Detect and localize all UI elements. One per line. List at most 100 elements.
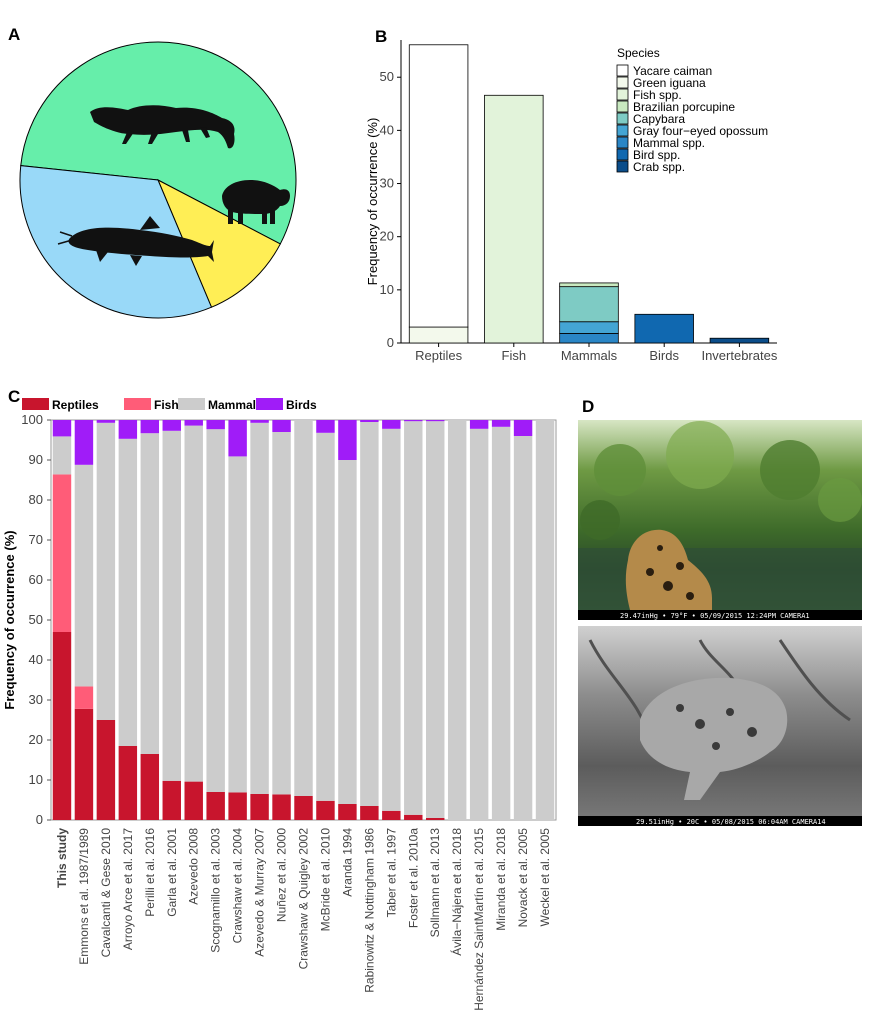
bar-segment-reptiles: [206, 792, 225, 820]
y-tick-label: 40: [29, 652, 43, 667]
x-tick-label: Aranda 1994: [340, 828, 354, 897]
panel-letter-d: D: [582, 397, 594, 416]
bar-segment-reptiles: [228, 792, 247, 820]
bar-segment-reptiles: [382, 810, 401, 820]
y-tick-label: 70: [29, 532, 43, 547]
x-tick-label: This study: [55, 828, 69, 888]
bar-segment-birds: [316, 420, 335, 433]
bar-segment-birds: [513, 420, 533, 436]
legend-label: Fish spp.: [633, 88, 682, 102]
legend-label: Gray four−eyed opossum: [633, 124, 768, 138]
y-tick-label: 40: [380, 122, 394, 137]
bar-segment-mammals: [272, 432, 291, 795]
bar-segment-mammals: [228, 456, 247, 793]
bar-segment-reptiles: [404, 814, 423, 820]
y-tick-label: 0: [36, 812, 43, 827]
bar-segment-mammals: [513, 436, 533, 820]
y-axis-title: Frequency of occurrence (%): [365, 118, 380, 286]
bar-segment-birds: [74, 420, 94, 465]
legend-label: Brazilian porcupine: [633, 100, 735, 114]
bar-mammals-mammal-spp-: [559, 333, 619, 344]
bar-segment-birds: [250, 420, 269, 423]
photo-overlay-day: 29.47inHg • 79°F • 05/09/2015 12:24PM CA…: [620, 612, 810, 620]
legend-swatch-mammals: [178, 398, 205, 410]
bar-segment-reptiles: [250, 794, 269, 820]
bar-segment-mammals: [52, 436, 72, 475]
x-tick-label: Miranda et al. 2018: [494, 828, 508, 931]
legend-label: Crab spp.: [633, 160, 685, 174]
bar-segment-mammals: [316, 432, 335, 801]
bar-segment-mammals: [426, 421, 445, 818]
bar-segment-birds: [96, 420, 116, 423]
bar-segment-birds: [338, 420, 357, 460]
bar-segment-fish: [52, 474, 72, 632]
pie-slice-mammals: [157, 178, 281, 308]
y-tick-label: 50: [29, 612, 43, 627]
bar-segment-birds: [382, 420, 401, 429]
x-tick-label: Crawshaw et al. 2004: [231, 828, 245, 944]
jaguar-silhouette-day: [625, 529, 712, 610]
caiman-icon: [90, 105, 235, 149]
bar-segment-reptiles: [294, 796, 313, 820]
bar-reptiles-yacare-caiman: [408, 44, 469, 328]
bar-segment-mammals: [469, 428, 489, 820]
bar-segment-mammals: [447, 420, 467, 820]
species-bar-chart: 0 10 20 30 40 50 Frequency of occurrence (%) Re…: [365, 40, 778, 363]
y-tick-label: 100: [21, 412, 43, 427]
foliage-texture: [580, 421, 862, 540]
bar-invertebrates-crab-spp-: [709, 337, 770, 344]
y-tick-label: 30: [29, 692, 43, 707]
x-tick-label: Crawshaw & Quigley 2002: [297, 828, 311, 970]
x-tick-label: Scognamillo et al. 2003: [209, 828, 223, 953]
bar-segment-birds: [404, 420, 423, 422]
catfish-icon: [57, 216, 214, 266]
studies-bar-chart: 0 10 20 30 40 50 60 70 80 90 100 Frequency of occur…: [2, 398, 557, 1011]
x-tick-label: Perilli et al. 2016: [143, 828, 157, 917]
x-tick-label: Foster et al. 2010a: [406, 828, 420, 928]
y-tick-label: 10: [380, 282, 394, 297]
x-tick-label: Nuñez et al. 2000: [275, 828, 289, 922]
jaguar-silhouette-night: [640, 677, 788, 800]
y-tick-label: 60: [29, 572, 43, 587]
bar-mammals-brazilian-porcupine: [559, 282, 619, 288]
x-tick-label: Weckel et al. 2005: [538, 828, 552, 927]
legend-swatch: [616, 76, 629, 89]
y-tick-label: 50: [380, 69, 394, 84]
bar-segment-reptiles: [426, 818, 445, 820]
x-tick-label: Fish: [502, 348, 527, 363]
jaguar-photo-night: 29.51inHg • 20C • 05/08/2015 06:04AM CAM…: [578, 626, 862, 826]
y-tick-label: 30: [380, 176, 394, 191]
jaguar-photo-day: 29.47inHg • 79°F • 05/09/2015 12:24PM CA…: [578, 420, 862, 620]
bar-segment-mammals: [535, 420, 555, 820]
bar-segment-mammals: [118, 438, 138, 746]
x-tick-label: Emmons et al. 1987/1989: [77, 828, 91, 965]
legend-label: Capybara: [633, 112, 685, 126]
bar-segment-reptiles: [316, 800, 335, 820]
bar-segment-birds: [140, 420, 160, 434]
legend-swatch: [616, 112, 629, 125]
bar-segment-mammals: [140, 433, 160, 754]
panel-letter-c: C: [8, 387, 20, 406]
x-tick-label: Azevedo & Murray 2007: [253, 828, 267, 957]
y-axis-title: Frequency of occurrence (%): [2, 530, 17, 709]
bar-segment-mammals: [360, 422, 379, 806]
bar-segment-reptiles: [272, 794, 291, 820]
y-tick-label: 20: [29, 732, 43, 747]
legend-label-reptiles: Reptiles: [52, 398, 99, 412]
bar-reptiles-green-iguana: [408, 326, 469, 344]
pie-chart: [19, 41, 297, 319]
y-tick-label: 10: [29, 772, 43, 787]
legend-swatch: [616, 136, 629, 149]
bar-segment-reptiles: [184, 781, 203, 820]
bar-segment-mammals: [162, 430, 181, 781]
bar-segment-birds: [491, 420, 511, 427]
legend-swatch-reptiles: [22, 398, 49, 410]
bar-segment-reptiles: [52, 632, 72, 820]
x-tick-label: Cavalcanti & Gese 2010: [99, 828, 113, 958]
legend-label: Mammal spp.: [633, 136, 705, 150]
legend-swatch: [616, 148, 629, 161]
bar-segment-birds: [426, 420, 445, 422]
bar-segment-reptiles: [140, 754, 160, 820]
bar-segment-fish: [74, 686, 94, 709]
